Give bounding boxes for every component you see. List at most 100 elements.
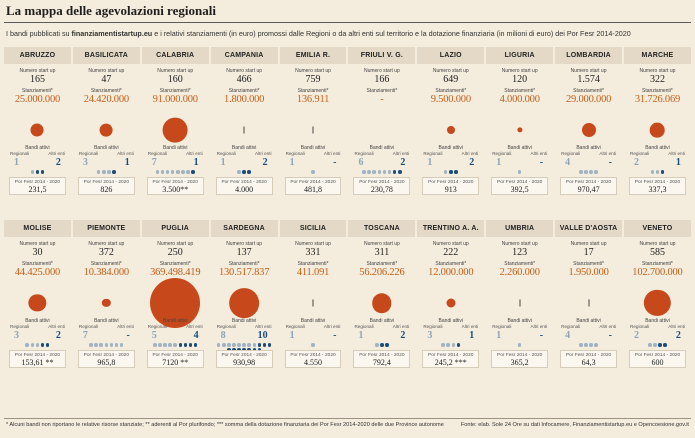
funding-bubble: [102, 298, 111, 308]
region-card-sardegna: SARDEGNA Numero start up 137 Stanziamenti* 1…: [210, 220, 278, 368]
subtitle-site: finanziamentistartup.eu: [71, 29, 153, 38]
regional-dot: [655, 170, 660, 174]
region-name: CAMPANIA: [210, 47, 278, 64]
active-calls-counts: 1-: [496, 157, 543, 168]
other-entities-label: Altri enti: [254, 324, 272, 329]
region-card-trentino-a-a: TRENTINO A. A. Numero start up 222 Stanziam…: [417, 220, 485, 368]
regional-dot: [165, 170, 170, 174]
active-calls-label: Bandi attivi: [369, 145, 395, 151]
startup-count: 123: [512, 247, 528, 258]
por-fesr-label: Por Fesr 2014 - 2020: [428, 179, 474, 185]
regional-count: 3: [427, 330, 433, 341]
other-entities-label: Altri enti: [186, 324, 203, 329]
region-card-lombardia: LOMBARDIA Numero start up 1.574 Stanziament…: [555, 47, 623, 195]
regional-dot: [579, 170, 583, 174]
funding-bubble: [229, 288, 259, 318]
startup-count-label: Numero start up: [295, 241, 331, 247]
por-fesr-value: 913: [444, 185, 457, 194]
bubble-area: [4, 278, 71, 328]
funding-label: Stanziamenti*: [297, 88, 329, 94]
regional-count: 1: [289, 157, 295, 168]
startup-count-label: Numero start up: [639, 68, 676, 74]
active-calls-dots: [354, 170, 409, 174]
other-entities-label: Altri enti: [530, 151, 548, 156]
region-name: ABRUZZO: [4, 47, 71, 64]
por-fesr-box: Por Fesr 2014 - 2020 792,4: [353, 350, 411, 368]
por-fesr-value: 792,4: [372, 358, 391, 367]
bubble-area: [555, 105, 622, 155]
funding-amount: 25.000.000: [14, 94, 61, 105]
regional-dot: [372, 170, 377, 174]
bubble-area: [211, 105, 278, 155]
startup-count-label: Numero start up: [226, 68, 263, 74]
active-calls-legend: Regionali Altri enti: [217, 324, 272, 329]
other-entities-label: Altri enti: [668, 324, 685, 329]
regional-count: 1: [496, 157, 502, 168]
active-calls-dots: [561, 343, 616, 347]
other-entities-count: -: [126, 330, 130, 341]
por-fesr-box: Por Fesr 2014 - 2020 153,61 **: [9, 350, 66, 368]
regional-dot: [99, 343, 104, 347]
regional-dot: [175, 170, 180, 174]
other-entities-count: 4: [193, 330, 199, 341]
regional-count: 3: [82, 157, 88, 168]
regional-dot: [375, 343, 379, 347]
active-calls-label: Bandi attivi: [507, 318, 532, 324]
funding-label: Stanziamenti*: [642, 261, 673, 267]
region-card-basilicata: BASILICATA Numero start up 47 Stanziamenti*…: [72, 47, 140, 195]
regional-count: 4: [565, 330, 571, 341]
regional-dot: [653, 343, 657, 347]
funding-amount: 2.260.000: [499, 267, 540, 278]
startup-count-label: Numero start up: [501, 241, 538, 247]
other-entities-label: Altri enti: [530, 324, 548, 329]
por-fesr-box: Por Fesr 2014 - 2020 392,5: [491, 177, 549, 195]
por-fesr-label: Por Fesr 2014 - 2020: [359, 179, 405, 185]
other-entities-label: Altri enti: [668, 151, 685, 156]
startup-count: 120: [512, 74, 528, 85]
startup-count-label: Numero start up: [157, 241, 194, 247]
regional-dot: [216, 343, 221, 347]
regional-dot: [153, 343, 157, 347]
other-entities-count: 2: [400, 330, 406, 341]
active-calls-dots: [79, 170, 134, 174]
por-fesr-value: 231,5: [28, 185, 47, 194]
por-fesr-label: Por Fesr 2014 - 2020: [497, 352, 543, 358]
region-card-campania: CAMPANIA Numero start up 466 Stanziamenti* 1…: [210, 47, 278, 195]
por-fesr-label: Por Fesr 2014 - 2020: [497, 179, 543, 185]
regional-dot: [114, 343, 119, 347]
region-card-puglia: PUGLIA Numero start up 250 Stanziamenti* 369…: [141, 220, 209, 368]
regional-dot: [155, 170, 160, 174]
active-calls-label: Bandi attivi: [369, 318, 395, 324]
startup-count-label: Numero start up: [432, 241, 469, 247]
active-calls-label: Bandi attivi: [94, 145, 119, 151]
por-fesr-box: Por Fesr 2014 - 2020 230,78: [353, 177, 411, 195]
other-entities-dot: [262, 343, 267, 347]
bubble-area: [417, 278, 484, 328]
other-entities-count: -: [333, 157, 337, 168]
regional-count: 1: [358, 330, 364, 341]
region-name: BASILICATA: [72, 47, 140, 64]
startup-count: 311: [374, 247, 390, 258]
other-entities-count: -: [333, 330, 337, 341]
other-entities-label: Altri enti: [392, 151, 410, 156]
regional-dot: [232, 343, 236, 347]
por-fesr-box: Por Fesr 2014 - 2020 930,98: [215, 350, 273, 368]
subtitle-pre: I bandi pubblicati su: [6, 29, 72, 38]
region-name: PIEMONTE: [72, 220, 140, 237]
funding-bubble: [30, 123, 44, 137]
active-calls-label: Bandi attivi: [576, 318, 601, 324]
regional-dot: [237, 343, 241, 347]
regional-dot: [650, 170, 655, 174]
other-entities-dot: [40, 343, 45, 347]
funding-label: Stanziamenti*: [573, 88, 604, 94]
active-calls-legend: Regionali Altri enti: [561, 324, 616, 329]
por-fesr-value: 4.550: [304, 358, 322, 367]
other-entities-count: 2: [55, 330, 61, 341]
other-entities-label: Altri enti: [323, 151, 341, 156]
active-calls-label: Bandi attivi: [507, 145, 532, 151]
